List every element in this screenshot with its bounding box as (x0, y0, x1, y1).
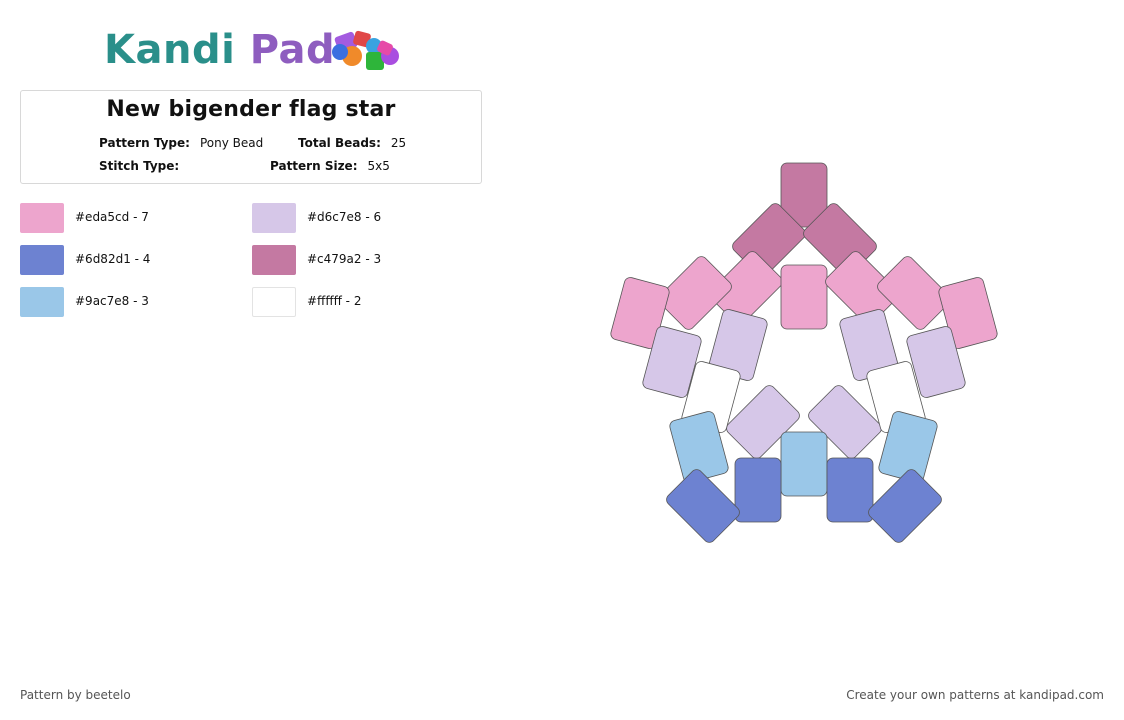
logo-wordmark: Kandi Pad (104, 26, 335, 74)
color-label: #d6c7e8 - 6 (307, 210, 382, 224)
color-swatch (252, 203, 296, 233)
bead (825, 251, 899, 325)
bead (666, 469, 740, 543)
pattern-title: New bigender flag star (106, 97, 396, 122)
bead (808, 385, 882, 459)
kandi-pad-logo[interactable]: Kandi Pad (98, 26, 408, 76)
stitch-type-label: Stitch Type: (99, 159, 180, 173)
bead-pile-icon (332, 30, 399, 70)
logo-word-pad: Pad (249, 27, 336, 73)
bead (780, 431, 828, 497)
bead (642, 326, 702, 398)
color-label: #ffffff - 2 (307, 294, 362, 308)
color-swatch (252, 287, 296, 317)
color-label: #c479a2 - 3 (307, 252, 382, 266)
pattern-size-value: 5x5 (367, 159, 390, 173)
color-label: #9ac7e8 - 3 (75, 294, 149, 308)
kandipad-link[interactable]: Create your own patterns at kandipad.com (846, 688, 1104, 702)
pattern-type-row: Pattern Type: Pony Bead (99, 136, 263, 150)
bead-pattern-star (610, 162, 998, 543)
total-beads-row: Total Beads: 25 (298, 136, 406, 150)
pattern-type-label: Pattern Type: (99, 136, 190, 150)
color-swatch (252, 245, 296, 275)
color-swatch (20, 203, 64, 233)
pattern-credit: Pattern by beetelo (20, 688, 131, 702)
bead (780, 264, 828, 330)
bead (709, 251, 783, 325)
bead (658, 256, 732, 330)
bead (826, 457, 874, 523)
bead (734, 457, 782, 523)
bead (877, 256, 951, 330)
color-swatch (20, 287, 64, 317)
bead (868, 469, 942, 543)
color-swatch (20, 245, 64, 275)
total-beads-value: 25 (390, 136, 407, 150)
logo-word-kandi: Kandi (104, 27, 236, 73)
bead (610, 277, 670, 349)
pattern-size-row: Pattern Size: 5x5 (270, 159, 390, 173)
bead (938, 277, 998, 349)
color-label: #6d82d1 - 4 (75, 252, 151, 266)
pattern-info-card: New bigender flag star Pattern Type: Pony… (20, 90, 482, 184)
total-beads-label: Total Beads: (298, 136, 381, 150)
stitch-type-row: Stitch Type: (99, 159, 189, 173)
bead (878, 411, 938, 483)
pattern-size-label: Pattern Size: (270, 159, 358, 173)
color-label: #eda5cd - 7 (75, 210, 149, 224)
bead (726, 385, 800, 459)
bead (906, 326, 966, 398)
bead (780, 162, 828, 228)
pattern-type-value: Pony Bead (199, 136, 264, 150)
